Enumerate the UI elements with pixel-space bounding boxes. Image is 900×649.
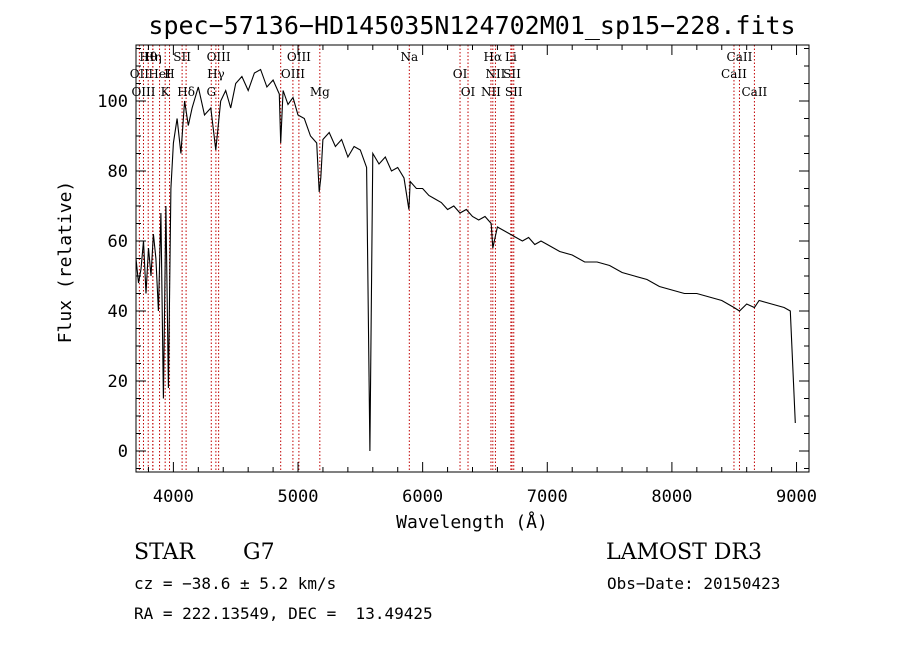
line-label: SII	[173, 50, 191, 64]
y-tick-label: 40	[108, 302, 128, 322]
line-label: CaII	[727, 50, 753, 64]
line-label: Na	[400, 50, 418, 64]
object-type: STAR	[134, 540, 195, 565]
line-label: CaII	[721, 67, 747, 81]
line-label: OIII	[287, 50, 311, 64]
line-label: G	[206, 85, 216, 99]
line-label: OI	[453, 67, 468, 81]
line-label: Hα	[484, 50, 503, 64]
x-axis-label: Wavelength (Å)	[396, 511, 548, 533]
line-label: CaII	[741, 85, 767, 99]
line-label: HeI	[148, 67, 171, 81]
line-label: SII	[503, 67, 521, 81]
line-label: OI	[461, 85, 476, 99]
subclass: G7	[243, 540, 275, 565]
x-tick-label: 4000	[153, 487, 194, 507]
x-tick-label: 8000	[651, 487, 692, 507]
line-label: Hγ	[207, 67, 225, 81]
velocity-readout: cz = −38.6 ± 5.2 km/s	[134, 574, 337, 593]
line-label: K	[161, 85, 171, 99]
line-label: H	[164, 67, 174, 81]
obs-date: Obs−Date: 20150423	[607, 574, 781, 593]
y-axis-ticks: 0 20 40 60 80 100	[97, 48, 809, 469]
spectral-line-labels: Hθ OII OIII Hη HeI K SII HHδ OIII Hγ G OIII OIII Mg Na…	[130, 50, 768, 99]
spectral-line-markers	[138, 45, 755, 472]
y-tick-label: 80	[108, 162, 128, 182]
line-label: Hθ	[139, 50, 157, 64]
chart-title: spec−57136−HD145035N124702M01_sp15−228.f…	[148, 11, 795, 40]
y-tick-label: 20	[108, 372, 128, 392]
line-label: SII	[505, 85, 523, 99]
spectrum-line	[135, 68, 796, 452]
line-label: NII	[481, 85, 501, 99]
y-tick-label: 60	[108, 232, 128, 252]
plot-frame	[135, 44, 810, 473]
line-label: Mg	[310, 85, 330, 99]
line-label: OIII	[131, 85, 155, 99]
x-tick-label: 5000	[278, 487, 319, 507]
y-tick-label: 100	[97, 92, 128, 112]
line-label: OIII	[207, 50, 231, 64]
x-tick-label: 6000	[402, 487, 443, 507]
line-label: NII	[485, 67, 505, 81]
line-label: Hδ	[177, 85, 195, 99]
coordinates: RA = 222.13549, DEC = 13.49425	[134, 604, 433, 623]
line-label: Hη	[144, 50, 162, 64]
x-axis-ticks: 4000 5000 6000 7000 8000 9000	[147, 45, 817, 507]
line-label: OIII	[281, 67, 305, 81]
survey-name: LAMOST DR3	[606, 540, 762, 565]
y-tick-label: 0	[118, 442, 128, 462]
line-label: OII	[130, 67, 150, 81]
y-axis-label: Flux (relative)	[55, 181, 76, 344]
line-label: Li	[505, 50, 517, 64]
x-tick-label: 7000	[527, 487, 568, 507]
x-tick-label: 9000	[776, 487, 817, 507]
